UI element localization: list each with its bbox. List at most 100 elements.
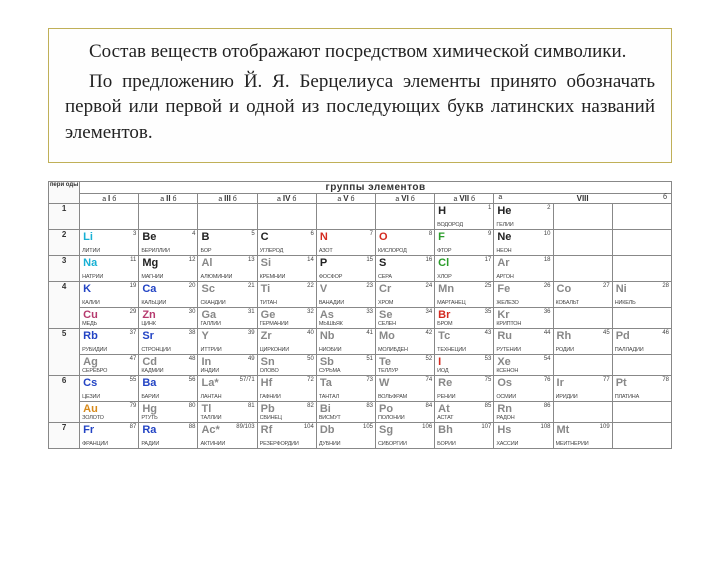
element-name: НЕОН [496, 248, 550, 254]
element-name: ТЕХНЕЦИЙ [437, 347, 491, 353]
element-symbol: Hf [261, 378, 273, 389]
element-symbol: W [379, 378, 389, 389]
element-symbol: Rb [83, 331, 98, 342]
element-name: ЦИНК [141, 321, 195, 327]
element-symbol: Os [497, 378, 512, 389]
element-symbol: Zn [142, 310, 155, 321]
atomic-number: 57/71 [240, 377, 255, 383]
element-name: РТУТЬ [141, 415, 195, 421]
atomic-number: 21 [248, 283, 255, 289]
element-symbol: F [438, 232, 445, 243]
element-symbol: Tc [438, 331, 450, 342]
element-name: АЛЮМИНИЙ [200, 274, 254, 280]
element-symbol: C [261, 232, 269, 243]
element-cell-Mo: 42MoМОЛИБДЕН [376, 328, 435, 354]
element-cell-Fr: 87FrФРАНЦИЙ [80, 422, 139, 448]
period-label-1: 1 [49, 203, 80, 229]
empty-cell [553, 401, 612, 422]
element-symbol: Pd [616, 331, 630, 342]
element-symbol: Na [83, 258, 97, 269]
element-name: РУТЕНИЙ [496, 347, 550, 353]
element-cell-Bi: 83BiВИСМУТ [316, 401, 375, 422]
element-name: ПЛАТИНА [615, 394, 669, 400]
element-name: НИКЕЛЬ [615, 300, 669, 306]
empty-cell [139, 203, 198, 229]
element-name: ТАЛЛИЙ [200, 415, 254, 421]
atomic-number: 40 [307, 330, 314, 336]
empty-cell [553, 229, 612, 255]
element-symbol: La* [201, 378, 218, 389]
empty-cell [376, 203, 435, 229]
element-symbol: Mt [557, 425, 570, 436]
element-name: ТЕЛЛУР [378, 368, 432, 374]
element-symbol: K [83, 284, 91, 295]
period-row-4a: 419KКАЛИЙ20CaКАЛЬЦИЙ21ScСКАНДИЙ22TiТИТАН… [49, 281, 672, 307]
paragraph-2: По предложению Й. Я. Берцелиуса элементы… [65, 69, 655, 146]
period-label-7: 7 [49, 422, 80, 448]
element-name: КАЛИЙ [82, 300, 136, 306]
atomic-number: 78 [662, 377, 669, 383]
element-symbol: Cs [83, 378, 97, 389]
element-name: ЛАНТАН [200, 394, 254, 400]
empty-cell [612, 203, 671, 229]
atomic-number: 104 [304, 424, 314, 430]
element-cell-Nb: 41NbНИОБИЙ [316, 328, 375, 354]
element-name: СТРОНЦИЙ [141, 347, 195, 353]
element-cell-Ba: 56BaБАРИЙ [139, 375, 198, 401]
description-box: Состав веществ отображают посредством хи… [48, 28, 672, 163]
element-name: ЦИРКОНИЙ [260, 347, 314, 353]
element-cell-Mt: 109MtМЕЙТНЕРИЙ [553, 422, 612, 448]
atomic-number: 73 [366, 377, 373, 383]
element-name: КАЛЬЦИЙ [141, 300, 195, 306]
element-name: СИБОРГИЙ [378, 441, 432, 447]
atomic-number: 28 [662, 283, 669, 289]
element-cell-Ni: 28NiНИКЕЛЬ [612, 281, 671, 307]
element-name: ОСМИЙ [496, 394, 550, 400]
atomic-number: 51 [366, 356, 373, 362]
element-cell-Rf: 104RfРЕЗЕРФОРДИЙ [257, 422, 316, 448]
element-symbol: Kr [497, 310, 509, 321]
element-cell-Sc: 21ScСКАНДИЙ [198, 281, 257, 307]
element-symbol: Ra [142, 425, 156, 436]
atomic-number: 39 [248, 330, 255, 336]
atomic-number: 81 [248, 403, 255, 409]
element-cell-Hg: 80HgРТУТЬ [139, 401, 198, 422]
element-cell-Fe: 26FeЖЕЛЕЗО [494, 281, 553, 307]
element-cell-Cl: 17ClХЛОР [435, 255, 494, 281]
element-name: ГЕРМАНИЙ [260, 321, 314, 327]
empty-cell [553, 203, 612, 229]
element-symbol: Po [379, 404, 393, 415]
element-symbol: Fr [83, 425, 94, 436]
periodic-table-container: пери оды группы элементов а I ба II ба I… [48, 181, 672, 449]
element-symbol: Y [201, 331, 208, 342]
period-row-5b: 47AgСЕРЕБРО48CdКАДМИЙ49InИНДИЙ50SnОЛОВО5… [49, 354, 672, 375]
element-symbol: In [201, 357, 211, 368]
element-cell-Ag: 47AgСЕРЕБРО [80, 354, 139, 375]
periods-header: пери оды [49, 181, 80, 203]
atomic-number: 32 [307, 309, 314, 315]
element-name: МАРГАНЕЦ [437, 300, 491, 306]
element-cell-Cd: 48CdКАДМИЙ [139, 354, 198, 375]
atomic-number: 11 [130, 257, 136, 263]
element-cell-Au: 79AuЗОЛОТО [80, 401, 139, 422]
element-cell-Cr: 24CrХРОМ [376, 281, 435, 307]
element-cell-Zr: 40ZrЦИРКОНИЙ [257, 328, 316, 354]
element-cell-Ar: 18ArАРГОН [494, 255, 553, 281]
element-cell-Sr: 38SrСТРОНЦИЙ [139, 328, 198, 354]
atomic-number: 17 [485, 257, 492, 263]
atomic-number: 82 [307, 403, 314, 409]
element-cell-Pt: 78PtПЛАТИНА [612, 375, 671, 401]
group-header-VII: а VII б [435, 193, 494, 203]
element-cell-Xe: 54XeКСЕНОН [494, 354, 553, 375]
element-symbol: O [379, 232, 388, 243]
atomic-number: 42 [425, 330, 432, 336]
element-cell-Hs: 108HsХАССИЙ [494, 422, 553, 448]
element-symbol: Ge [261, 310, 276, 321]
atomic-number: 72 [307, 377, 314, 383]
atomic-number: 86 [544, 403, 551, 409]
element-cell-Hf: 72HfГАФНИЙ [257, 375, 316, 401]
empty-cell [612, 422, 671, 448]
element-symbol: N [320, 232, 328, 243]
atomic-number: 45 [603, 330, 610, 336]
empty-cell [257, 203, 316, 229]
